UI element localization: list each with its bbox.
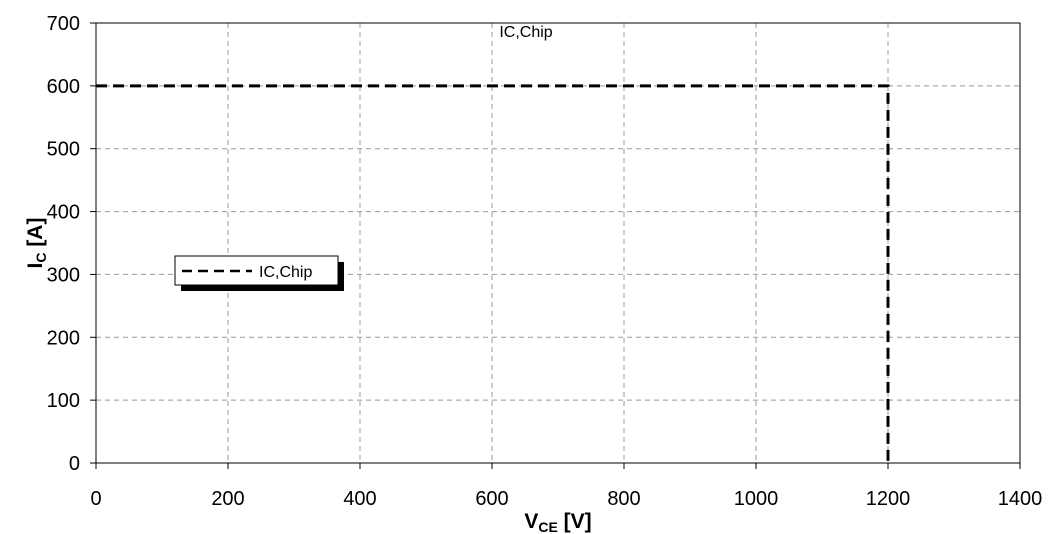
- y-axis-title: IC [A]: [24, 218, 49, 269]
- plot-frame: [95, 22, 1021, 464]
- legend-label-ic-chip: IC,Chip: [259, 264, 312, 281]
- y-tick-label: 500: [47, 139, 80, 161]
- chart-title: IC,Chip: [499, 24, 552, 41]
- y-tick-label: 300: [47, 264, 80, 286]
- y-tick-label: 600: [47, 76, 80, 98]
- x-tick-label: 1400: [998, 488, 1043, 510]
- y-tick-label: 200: [47, 327, 80, 349]
- x-tick-label: 400: [343, 488, 376, 510]
- x-tick-label: 800: [607, 488, 640, 510]
- x-tick-label: 200: [211, 488, 244, 510]
- x-tick-label: 0: [90, 488, 101, 510]
- series-layer: [96, 84, 890, 463]
- axes: 0 200 400 600 800 1000 1200 1400 0 100 200 300 400 50…: [47, 13, 1043, 510]
- y-tick-label: 400: [47, 202, 80, 224]
- x-tick-label: 1000: [734, 488, 779, 510]
- x-axis-title: VCE [V]: [524, 510, 591, 534]
- legend: IC,Chip: [174, 255, 344, 291]
- x-tick-label: 600: [475, 488, 508, 510]
- plot-area: [96, 23, 1020, 463]
- y-tick-label: 100: [47, 390, 80, 412]
- y-tick-label: 0: [69, 453, 80, 475]
- x-tick-label: 1200: [866, 488, 911, 510]
- series-line-0: [96, 84, 890, 463]
- y-tick-label: 700: [47, 13, 80, 35]
